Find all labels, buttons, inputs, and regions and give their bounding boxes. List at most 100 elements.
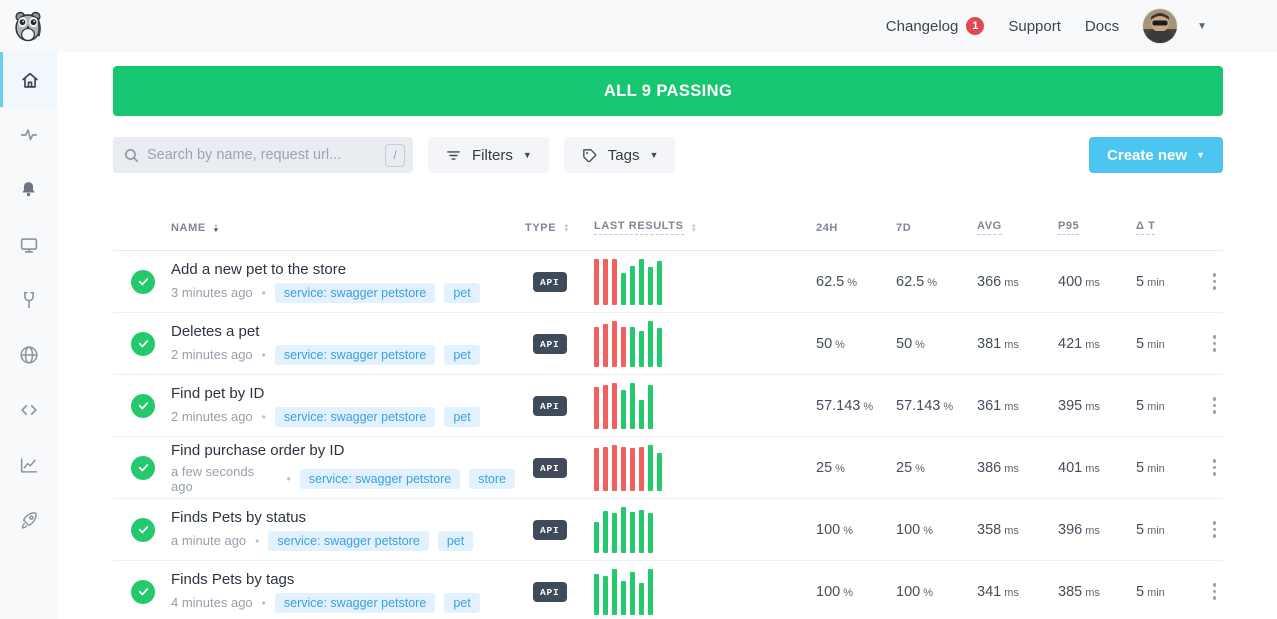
table-row[interactable]: Find purchase order by ID a few seconds … [113, 437, 1223, 499]
tag-chip[interactable]: pet [444, 344, 480, 365]
table-row[interactable]: Find pet by ID 2 minutes ago • service: … [113, 375, 1223, 437]
results-bars[interactable] [594, 258, 816, 305]
column-header-type[interactable]: TYPE ▲ ▼ [525, 221, 571, 234]
check-name[interactable]: Add a new pet to the store [171, 260, 347, 278]
docs-link[interactable]: Docs [1084, 17, 1120, 35]
check-name[interactable]: Deletes a pet [171, 322, 260, 340]
type-cell: API [525, 333, 594, 354]
row-menu-button[interactable] [1206, 455, 1223, 480]
column-header-7d: 7D [896, 221, 912, 234]
table-row[interactable]: Finds Pets by status a minute ago • serv… [113, 499, 1223, 561]
column-header-delta-t[interactable]: Δ T [1136, 220, 1206, 235]
passing-status-icon [131, 455, 155, 480]
cell-avg: 361 ms [977, 397, 1019, 414]
check-time: 2 minutes ago [171, 347, 253, 362]
row-menu-button[interactable] [1206, 331, 1223, 356]
check-name[interactable]: Finds Pets by tags [171, 570, 295, 588]
table-row[interactable]: Deletes a pet 2 minutes ago • service: s… [113, 313, 1223, 375]
cell-avg: 381 ms [977, 335, 1019, 352]
table-row[interactable]: Add a new pet to the store 3 minutes ago… [113, 251, 1223, 313]
tag-chip[interactable]: service: swagger petstore [274, 406, 436, 427]
fail-bar [594, 386, 599, 429]
checkly-logo[interactable] [10, 8, 46, 44]
sort-icons[interactable]: ▲ ▼ [691, 222, 698, 234]
column-header-avg[interactable]: AVG [977, 220, 1058, 235]
search-box[interactable]: / [113, 137, 413, 173]
sort-down-icon: ▼ [563, 226, 571, 234]
fail-bar [603, 446, 608, 491]
row-menu-button[interactable] [1206, 393, 1223, 418]
sort-icons[interactable]: ▲ ▼ [563, 222, 571, 234]
top-navigation: Changelog 1 Support Docs ▼ [0, 0, 1277, 52]
sort-up-icon: ▲ [212, 221, 220, 229]
column-header-p95[interactable]: P95 [1058, 220, 1136, 235]
sidebar-item-dashboards[interactable] [0, 217, 57, 272]
sidebar-item-analytics[interactable] [0, 437, 57, 492]
search-input[interactable] [147, 147, 378, 163]
status-cell [113, 579, 171, 604]
sidebar-item-activity[interactable] [0, 107, 57, 162]
tag-chip[interactable]: service: swagger petstore [299, 468, 461, 489]
results-bars[interactable] [594, 506, 816, 553]
pass-bar [594, 521, 599, 553]
pass-bar [612, 568, 617, 615]
row-menu-button[interactable] [1206, 579, 1223, 604]
fail-bar [612, 444, 617, 491]
cell-avg: 386 ms [977, 459, 1019, 476]
row-menu-button[interactable] [1206, 269, 1223, 294]
check-time: 3 minutes ago [171, 285, 253, 300]
status-banner[interactable]: ALL 9 PASSING [113, 66, 1223, 116]
results-bars[interactable] [594, 444, 816, 491]
cell-24h: 25% [816, 459, 845, 476]
tag-chip[interactable]: service: swagger petstore [274, 344, 436, 365]
check-time: 4 minutes ago [171, 595, 253, 610]
passing-status-icon [131, 517, 155, 542]
sidebar-item-snippets[interactable] [0, 382, 57, 437]
create-new-button[interactable]: Create new ▼ [1089, 137, 1223, 173]
tag-chip[interactable]: pet [437, 530, 474, 551]
row-menu-button[interactable] [1206, 517, 1223, 542]
tags-dropdown[interactable]: Tags ▼ [563, 137, 676, 173]
tag-chip[interactable]: store [469, 468, 515, 489]
table-header: NAME ▲ ▼ TYPE ▲ ▼ LAST RESULTS ▲ ▼ 24H 7D A… [113, 205, 1223, 251]
tag-chip[interactable]: service: swagger petstore [274, 282, 436, 303]
avatar[interactable] [1143, 9, 1178, 43]
check-name[interactable]: Finds Pets by status [171, 508, 307, 526]
pass-bar [621, 506, 626, 553]
changelog-link[interactable]: Changelog 1 [886, 17, 985, 35]
sidebar-item-quickstart[interactable] [0, 492, 57, 547]
cell-7d: 100% [896, 583, 933, 600]
tag-chip[interactable]: service: swagger petstore [274, 592, 436, 613]
results-bars[interactable] [594, 320, 816, 367]
sort-icons[interactable]: ▲ ▼ [212, 221, 220, 234]
tag-chip[interactable]: service: swagger petstore [268, 530, 429, 551]
check-name[interactable]: Find pet by ID [171, 384, 265, 402]
filters-dropdown[interactable]: Filters ▼ [428, 137, 549, 173]
column-header-name[interactable]: NAME ▲ ▼ [171, 221, 220, 234]
table-row[interactable]: Finds Pets by tags 4 minutes ago • servi… [113, 561, 1223, 619]
pass-bar [630, 571, 635, 615]
type-badge: API [533, 457, 567, 478]
results-bars[interactable] [594, 568, 816, 615]
tag-chip[interactable]: pet [444, 282, 480, 303]
status-cell [113, 331, 171, 356]
filters-chevron-down-icon: ▼ [522, 150, 532, 160]
tag-chip[interactable]: pet [444, 592, 480, 613]
cell-p95: 400 ms [1058, 273, 1100, 290]
results-bars[interactable] [594, 382, 816, 429]
sidebar-item-home[interactable] [0, 52, 57, 107]
check-meta: a few seconds ago • service: swagger pet… [171, 464, 515, 494]
account-chevron-down-icon[interactable]: ▼ [1197, 20, 1207, 32]
support-link[interactable]: Support [1008, 17, 1061, 35]
dot-separator: • [261, 409, 266, 424]
sidebar-item-alerts[interactable] [0, 162, 57, 217]
sidebar-item-maintenance[interactable] [0, 272, 57, 327]
tag-chip[interactable]: pet [444, 406, 480, 427]
sidebar-item-locations[interactable] [0, 327, 57, 382]
check-name[interactable]: Find purchase order by ID [171, 441, 345, 459]
cell-24h: 62.5% [816, 273, 858, 290]
column-header-last-results[interactable]: LAST RESULTS ▲ ▼ [594, 220, 698, 235]
name-cell: Find pet by ID 2 minutes ago • service: … [171, 385, 525, 427]
fail-bar [621, 326, 626, 367]
cell-avg: 358 ms [977, 521, 1019, 538]
